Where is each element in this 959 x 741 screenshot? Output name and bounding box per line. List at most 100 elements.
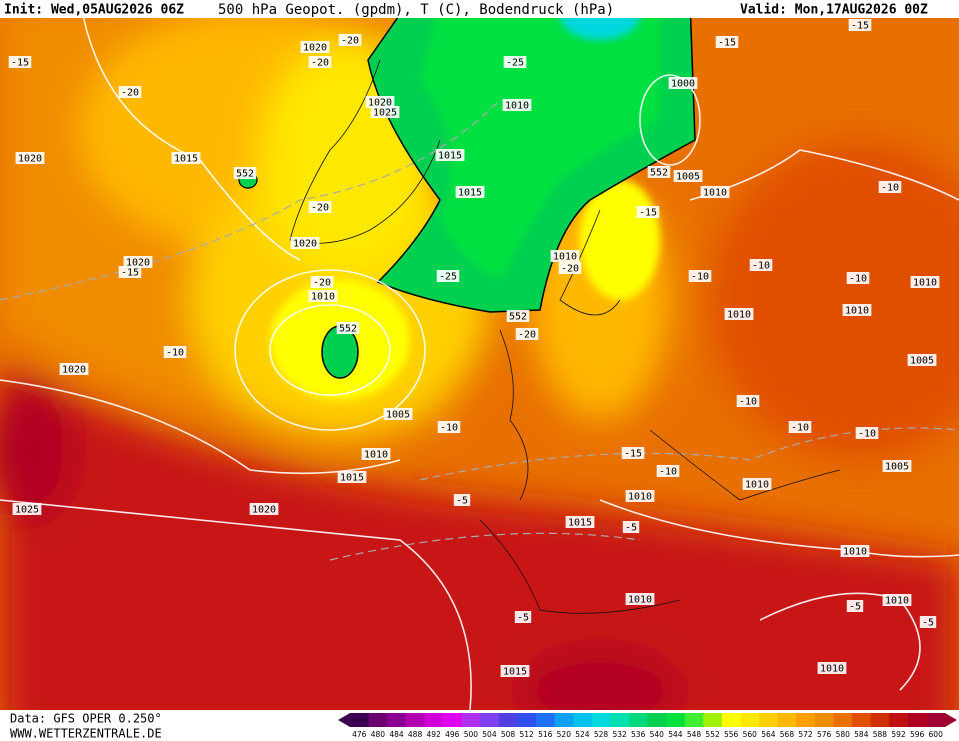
map-label: 1020 xyxy=(293,239,317,250)
colorbar-tick-label: 536 xyxy=(631,730,646,739)
map-label: 1010 xyxy=(553,252,577,263)
map-label-box xyxy=(365,96,395,108)
map-label: 1010 xyxy=(727,310,751,321)
map-label-box xyxy=(163,346,187,358)
map-label: 1015 xyxy=(174,154,198,165)
colorbar-tick-label: 508 xyxy=(501,730,516,739)
map-label-box xyxy=(308,201,332,213)
colorbar-tick-label: 524 xyxy=(575,730,590,739)
colorbar-swatch xyxy=(907,713,927,727)
colorbar-swatch xyxy=(777,713,797,727)
map-label: 1010 xyxy=(628,492,652,503)
map-label-box xyxy=(621,447,645,459)
colorbar-tick-label: 492 xyxy=(427,730,442,739)
map-label-box xyxy=(715,36,739,48)
map-label: -5 xyxy=(517,613,529,624)
map-label: 1005 xyxy=(885,462,909,473)
colorbar-tick-label: 580 xyxy=(836,730,851,739)
map-label: 1015 xyxy=(340,473,364,484)
map-label-box xyxy=(455,186,485,198)
map-label: 1020 xyxy=(18,154,42,165)
map-label-box xyxy=(919,616,937,628)
map-label-box xyxy=(437,421,461,433)
map-label: 1015 xyxy=(568,518,592,529)
map-label: -10 xyxy=(858,429,876,440)
colorbar-swatch xyxy=(517,713,537,727)
map-label: 1015 xyxy=(458,188,482,199)
map-label-box xyxy=(8,56,32,68)
map-label: -15 xyxy=(121,268,139,279)
map-label-box xyxy=(123,256,153,268)
map-label: 1010 xyxy=(505,101,529,112)
map-label-box xyxy=(742,478,772,490)
map-label-box xyxy=(435,149,465,161)
map-label: -20 xyxy=(311,58,329,69)
map-label: -20 xyxy=(341,36,359,47)
map-label-box xyxy=(337,471,367,483)
colorbar-tick-label: 568 xyxy=(780,730,795,739)
map-label-box xyxy=(724,308,754,320)
map-label: -5 xyxy=(625,523,637,534)
map-label-box xyxy=(846,272,870,284)
colorbar-swatch xyxy=(796,713,816,727)
colorbar-tick-label: 476 xyxy=(352,730,367,739)
colorbar-swatch xyxy=(833,713,853,727)
colorbar-tick-label: 584 xyxy=(854,730,869,739)
map-label-box xyxy=(625,490,655,502)
map-label-box xyxy=(558,262,582,274)
map-label: 1010 xyxy=(311,292,335,303)
colorbar-swatch xyxy=(387,713,407,727)
map-label: 1015 xyxy=(503,667,527,678)
map-label-box xyxy=(907,354,937,366)
colorbar-swatch xyxy=(405,713,425,727)
colorbar-arrow-right xyxy=(945,713,957,727)
map-label-box xyxy=(817,662,847,674)
map-label: 1010 xyxy=(913,278,937,289)
colorbar-tick-label: 480 xyxy=(371,730,386,739)
colorbar-swatch xyxy=(442,713,463,727)
map-label-box xyxy=(12,503,42,515)
colorbar-swatch xyxy=(926,713,946,727)
colorbar-tick-label: 600 xyxy=(929,730,944,739)
map-label: -10 xyxy=(691,272,709,283)
colorbar-swatch xyxy=(721,713,741,727)
map-label-box xyxy=(338,34,362,46)
colorbar-tick-label: 556 xyxy=(724,730,739,739)
colorbar-swatch xyxy=(889,713,909,727)
colorbar-tick-label: 512 xyxy=(519,730,534,739)
colorbar-swatch xyxy=(666,713,686,727)
map-title: 500 hPa Geopot. (gpdm), T (C), Bodendruc… xyxy=(218,2,614,18)
colorbar-tick-label: 548 xyxy=(687,730,702,739)
map-label: -10 xyxy=(752,261,770,272)
map-label: -25 xyxy=(506,58,524,69)
map-label: 1020 xyxy=(62,365,86,376)
map-label-box xyxy=(506,310,530,322)
colorbar-tick-label: 532 xyxy=(612,730,627,739)
colorbar-tick-label: 588 xyxy=(873,730,888,739)
init-time: Init: Wed,05AUG2026 06Z xyxy=(4,3,184,18)
map-label-box xyxy=(550,250,580,262)
map-label: -25 xyxy=(439,272,457,283)
map-label: 1010 xyxy=(703,188,727,199)
map-label-box xyxy=(878,181,902,193)
colorbar-swatch xyxy=(610,713,630,727)
map-label-box xyxy=(502,99,532,111)
map-label-box xyxy=(59,363,89,375)
map-label-box xyxy=(436,270,460,282)
colorbar-swatch xyxy=(368,713,388,727)
colorbar-swatch xyxy=(554,713,574,727)
map-label: 1025 xyxy=(15,505,39,516)
map-label-box xyxy=(500,665,530,677)
map-label: 552 xyxy=(236,169,254,180)
map-label-box xyxy=(882,460,912,472)
map-label-box xyxy=(736,395,760,407)
colorbar-swatch xyxy=(814,713,834,727)
map-label-box xyxy=(647,166,671,178)
map-labels: 1020-20-20-15-201020102510151020552-2510… xyxy=(8,19,940,678)
map-label-box xyxy=(848,19,872,31)
map-label-box xyxy=(625,593,655,605)
map-label: 1005 xyxy=(910,356,934,367)
map-label: -10 xyxy=(849,274,867,285)
map-label-box xyxy=(308,56,332,68)
